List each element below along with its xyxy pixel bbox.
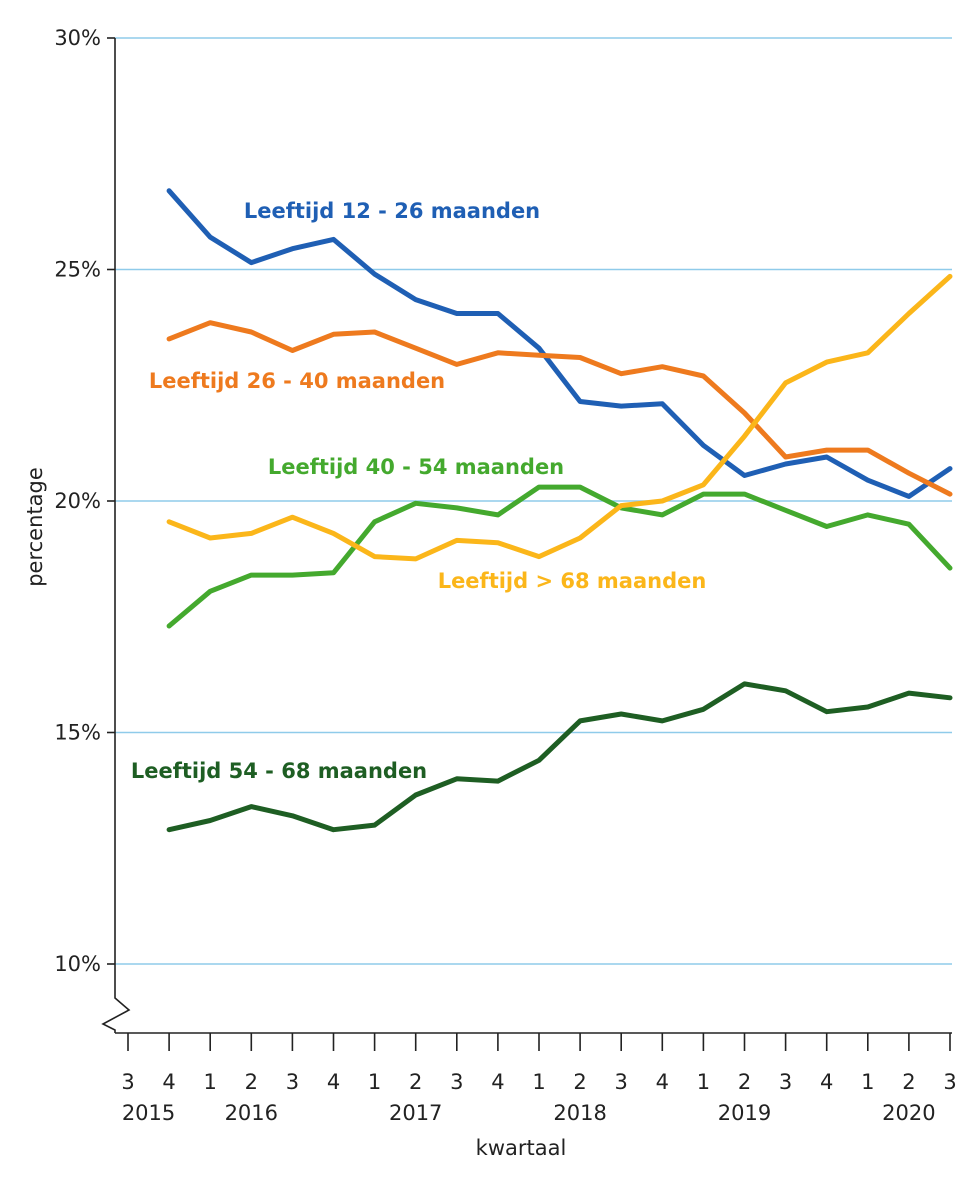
- y-axis-line: [101, 38, 131, 1033]
- quarter-label: 3: [615, 1070, 628, 1094]
- quarter-label: 4: [491, 1070, 504, 1094]
- quarter-label: 4: [327, 1070, 340, 1094]
- quarter-label: 2: [738, 1070, 751, 1094]
- series-lines: [166, 188, 953, 833]
- quarter-label: 2: [573, 1070, 586, 1094]
- y-tick-labels: 10% 15% 20% 25% 30%: [54, 26, 101, 976]
- quarter-label: 1: [861, 1070, 874, 1094]
- year-label: 2017: [389, 1101, 442, 1125]
- series-line: [166, 681, 953, 833]
- quarter-label: 1: [204, 1070, 217, 1094]
- quarter-label: 1: [532, 1070, 545, 1094]
- series-label: Leeftijd 26 - 40 maanden: [149, 369, 445, 393]
- axes: [101, 37, 952, 1051]
- y-axis-title: percentage: [23, 467, 47, 587]
- quarter-label: 2: [409, 1070, 422, 1094]
- quarter-label: 2: [245, 1070, 258, 1094]
- quarter-label: 1: [697, 1070, 710, 1094]
- quarter-label: 3: [450, 1070, 463, 1094]
- quarter-label: 3: [286, 1070, 299, 1094]
- quarter-label: 4: [656, 1070, 669, 1094]
- year-label: 2020: [882, 1101, 935, 1125]
- series-label: Leeftijd > 68 maanden: [438, 569, 707, 593]
- series-line: [166, 320, 953, 497]
- year-label: 2015: [122, 1101, 175, 1125]
- gridlines: [115, 37, 952, 965]
- series-line: [166, 188, 953, 499]
- y-tick-label: 10%: [54, 952, 101, 976]
- quarter-label: 2: [902, 1070, 915, 1094]
- y-tick-label: 25%: [54, 258, 101, 282]
- x-tick-labels: 3 4 1 2 3 4 1 2 3 4 1 2 3 4 1 2 3 4 1 2 3 2015 2016 2017 2018 201…: [121, 1070, 956, 1125]
- quarter-label: 1: [368, 1070, 381, 1094]
- series-line: [166, 273, 953, 562]
- quarter-label: 4: [162, 1070, 175, 1094]
- y-tick-label: 30%: [54, 26, 101, 50]
- year-label: 2016: [225, 1101, 278, 1125]
- quarter-label: 3: [779, 1070, 792, 1094]
- quarter-label: 3: [943, 1070, 956, 1094]
- year-label: 2018: [553, 1101, 606, 1125]
- series-label: Leeftijd 54 - 68 maanden: [131, 759, 427, 783]
- x-axis-title: kwartaal: [476, 1136, 567, 1160]
- y-tick-label: 15%: [54, 721, 101, 745]
- year-label: 2019: [718, 1101, 771, 1125]
- series-line: [166, 484, 953, 629]
- series-label: Leeftijd 40 - 54 maanden: [268, 455, 564, 479]
- series-labels: Leeftijd 12 - 26 maanden Leeftijd 26 - 40…: [131, 199, 706, 783]
- quarter-label: 4: [820, 1070, 833, 1094]
- y-tick-label: 20%: [54, 489, 101, 513]
- quarter-label: 3: [121, 1070, 134, 1094]
- series-label: Leeftijd 12 - 26 maanden: [244, 199, 540, 223]
